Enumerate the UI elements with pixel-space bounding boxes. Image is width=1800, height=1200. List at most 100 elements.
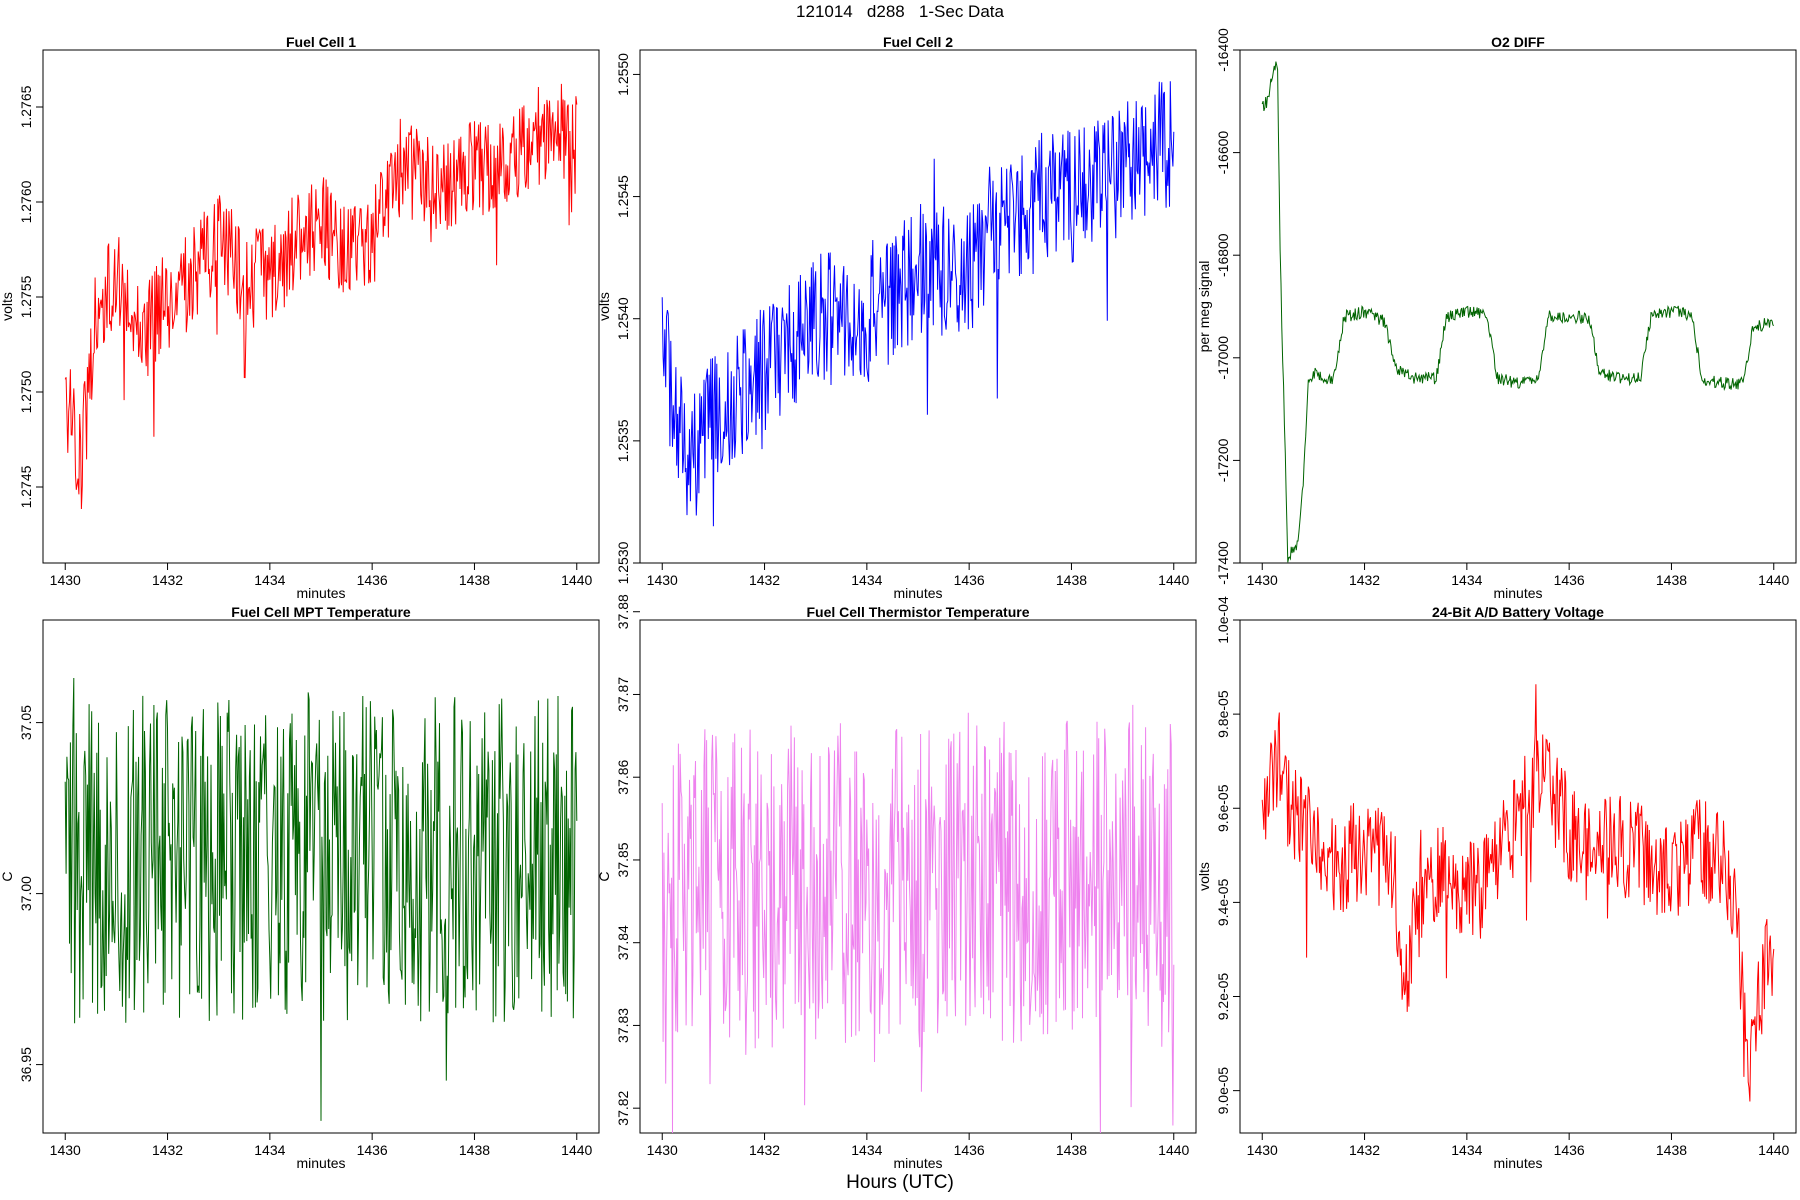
x-tick-label: 1438 — [459, 1142, 490, 1158]
y-tick-label: 37.86 — [615, 759, 631, 794]
y-tick-label: 1.2755 — [18, 275, 34, 318]
x-tick-label: 1440 — [561, 1142, 592, 1158]
series-line — [661, 81, 1175, 527]
x-tick-label: 1436 — [357, 572, 388, 588]
x-tick-label: 1432 — [749, 1142, 780, 1158]
y-tick-label: 37.88 — [615, 594, 631, 629]
panel-title: Fuel Cell 2 — [883, 34, 953, 50]
plot-frame — [1239, 619, 1797, 1134]
x-tick-label: 1438 — [459, 572, 490, 588]
y-tick-label: -16600 — [1215, 131, 1231, 175]
y-tick-label: 1.2550 — [615, 53, 631, 96]
y-tick-label: -17000 — [1215, 336, 1231, 380]
x-axis-label: minutes — [893, 1155, 942, 1171]
series-line — [64, 677, 578, 1121]
panel-title: Fuel Cell MPT Temperature — [231, 604, 411, 620]
y-tick-label: 1.2765 — [18, 85, 34, 128]
x-tick-label: 1436 — [954, 572, 985, 588]
y-tick-label: 1.2530 — [615, 541, 631, 584]
y-tick-label: 1.0e-04 — [1215, 596, 1231, 644]
y-tick-label: -16400 — [1215, 28, 1231, 72]
plot-frame — [639, 619, 1197, 1134]
y-tick-label: 37.05 — [18, 705, 34, 740]
series-line — [1261, 61, 1775, 563]
y-axis-label: volts — [596, 292, 612, 321]
y-tick-label: 1.2745 — [18, 465, 34, 508]
x-tick-label: 1430 — [1247, 1142, 1278, 1158]
x-axis-label: minutes — [296, 1155, 345, 1171]
y-axis-label: C — [0, 871, 15, 881]
y-tick-label: -17200 — [1215, 438, 1231, 482]
y-tick-label: 36.95 — [18, 1047, 34, 1082]
x-tick-label: 1440 — [1758, 1142, 1789, 1158]
plot-frame — [42, 49, 600, 564]
y-tick-label: 1.2545 — [615, 175, 631, 218]
panel-6: 24-Bit A/D Battery Voltage 1430 1432 1434 14… — [1196, 596, 1797, 1171]
x-axis-label: minutes — [893, 585, 942, 601]
y-tick-label: 37.82 — [615, 1090, 631, 1125]
y-tick-label: 9.8e-05 — [1215, 690, 1231, 738]
y-tick-label: 1.2760 — [18, 180, 34, 223]
panel-title: Fuel Cell Thermistor Temperature — [806, 604, 1029, 620]
x-tick-label: 1438 — [1056, 572, 1087, 588]
y-axis-label: volts — [0, 292, 15, 321]
y-axis-label: per meg signal — [1196, 261, 1212, 353]
y-tick-label: 1.2535 — [615, 419, 631, 462]
y-tick-label: 9.4e-05 — [1215, 878, 1231, 926]
y-axis-label: volts — [1196, 862, 1212, 891]
x-tick-label: 1434 — [1451, 1142, 1482, 1158]
x-tick-label: 1430 — [1247, 572, 1278, 588]
panel-2: Fuel Cell 2 1430 1432 1434 1436 1438 1440 minut… — [596, 34, 1197, 601]
x-tick-label: 1438 — [1056, 1142, 1087, 1158]
x-tick-label: 1432 — [152, 1142, 183, 1158]
x-tick-label: 1434 — [254, 1142, 285, 1158]
x-tick-label: 1440 — [1758, 572, 1789, 588]
x-tick-label: 1436 — [1554, 1142, 1585, 1158]
panel-title: 24-Bit A/D Battery Voltage — [1432, 604, 1604, 620]
y-axis-label: C — [596, 871, 612, 881]
series-line — [661, 704, 1175, 1134]
x-tick-label: 1430 — [50, 1142, 81, 1158]
x-tick-label: 1440 — [1158, 1142, 1189, 1158]
y-tick-label: 1.2750 — [18, 370, 34, 413]
x-tick-label: 1432 — [1349, 572, 1380, 588]
panel-title: O2 DIFF — [1491, 34, 1545, 50]
y-tick-label: 9.2e-05 — [1215, 973, 1231, 1021]
x-tick-label: 1432 — [749, 572, 780, 588]
x-tick-label: 1438 — [1656, 572, 1687, 588]
y-tick-label: 37.00 — [18, 876, 34, 911]
plot-frame — [1239, 49, 1797, 564]
figure-title: 121014 d288 1-Sec Data — [796, 2, 1004, 21]
y-tick-label: 37.85 — [615, 842, 631, 877]
x-tick-label: 1438 — [1656, 1142, 1687, 1158]
x-tick-label: 1434 — [851, 1142, 882, 1158]
global-x-axis-label: Hours (UTC) — [846, 1172, 954, 1193]
x-tick-label: 1430 — [647, 572, 678, 588]
y-tick-label: -16800 — [1215, 233, 1231, 277]
x-tick-label: 1436 — [954, 1142, 985, 1158]
x-tick-label: 1436 — [357, 1142, 388, 1158]
x-axis-label: minutes — [1493, 585, 1542, 601]
panel-1: Fuel Cell 1 1430 1432 1434 1436 1438 1440 minut… — [0, 34, 600, 601]
panel-4: Fuel Cell MPT Temperature 1430 1432 1434 143… — [0, 604, 600, 1171]
y-tick-label: 9.0e-05 — [1215, 1067, 1231, 1115]
series-line — [64, 83, 578, 510]
x-tick-label: 1430 — [647, 1142, 678, 1158]
plot-frame — [639, 49, 1197, 564]
plot-frame — [42, 619, 600, 1134]
x-tick-label: 1432 — [1349, 1142, 1380, 1158]
y-tick-label: 37.83 — [615, 1008, 631, 1043]
x-tick-label: 1434 — [851, 572, 882, 588]
panel-5: Fuel Cell Thermistor Temperature 1430 1432… — [596, 594, 1197, 1171]
x-tick-label: 1430 — [50, 572, 81, 588]
y-tick-label: 1.2540 — [615, 297, 631, 340]
x-axis-label: minutes — [296, 585, 345, 601]
panel-3: O2 DIFF 1430 1432 1434 1436 1438 1440 minutes -1… — [1196, 28, 1797, 601]
series-line — [1261, 684, 1775, 1102]
x-tick-label: 1432 — [152, 572, 183, 588]
x-tick-label: 1440 — [1158, 572, 1189, 588]
y-tick-label: 37.84 — [615, 925, 631, 960]
y-tick-label: -17400 — [1215, 541, 1231, 585]
x-tick-label: 1440 — [561, 572, 592, 588]
